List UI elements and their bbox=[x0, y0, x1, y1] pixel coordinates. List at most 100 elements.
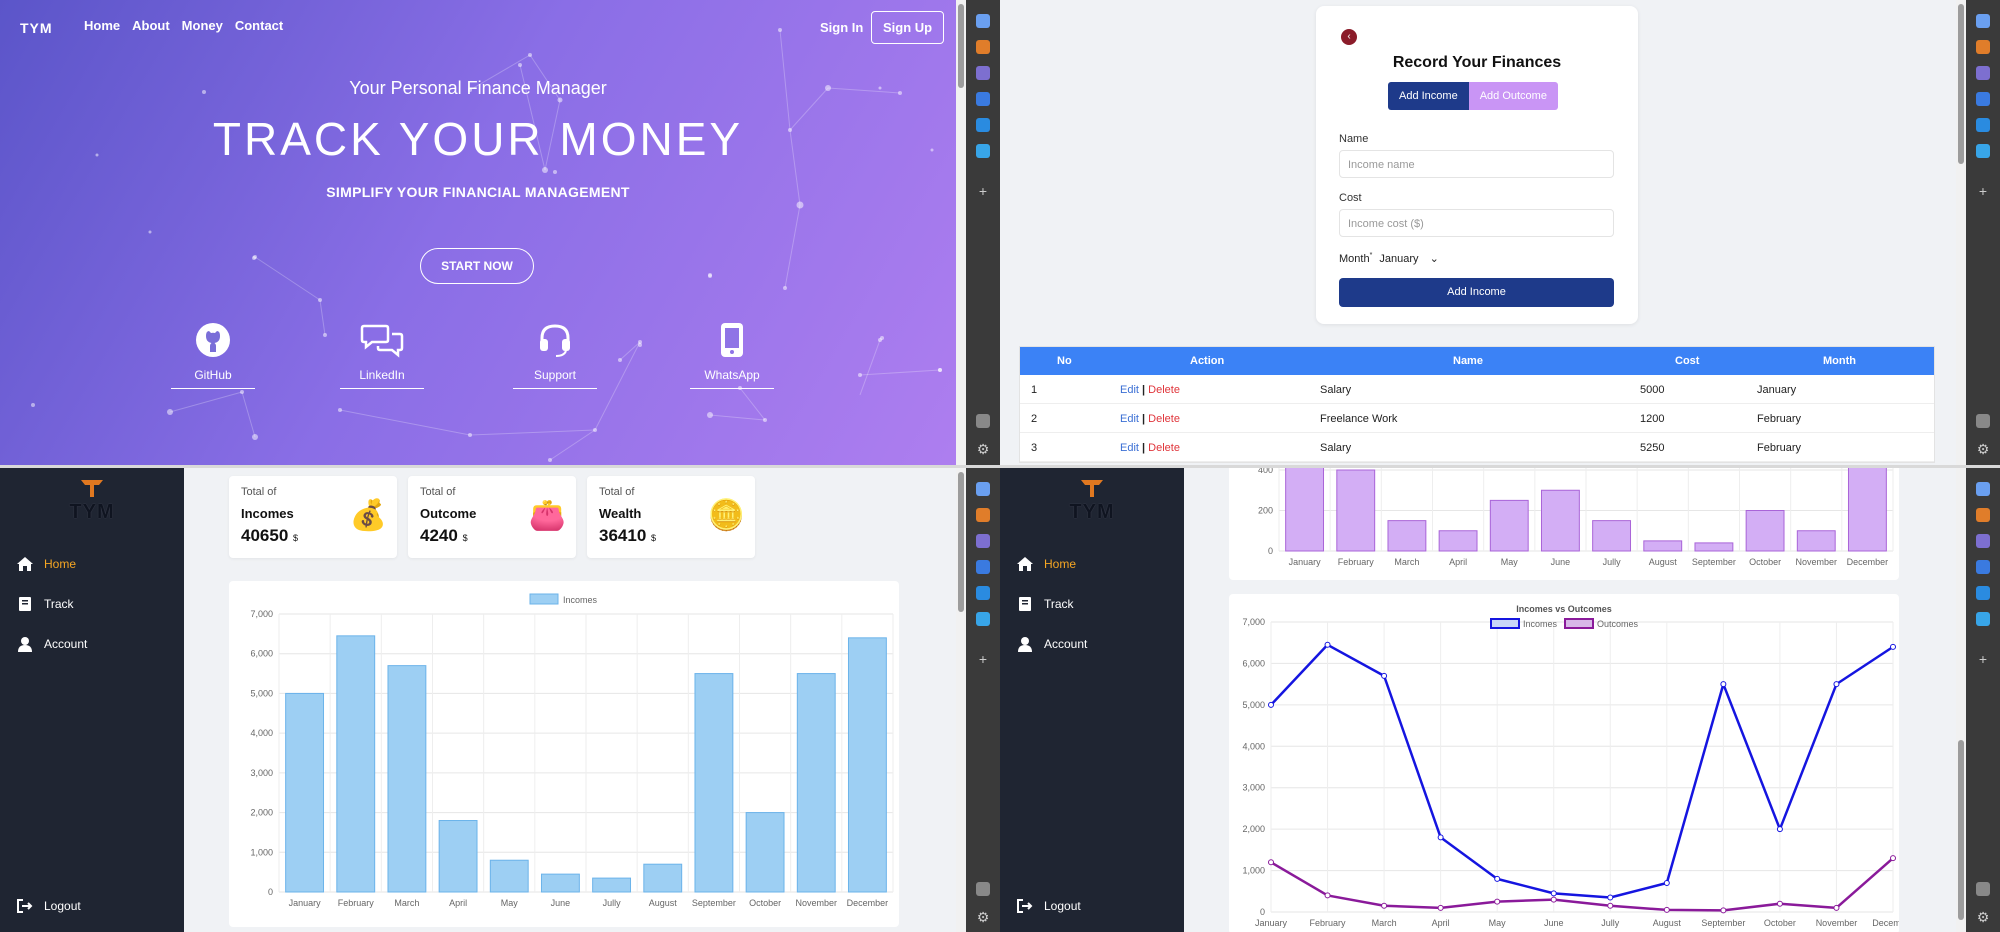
gear-icon[interactable]: ⚙ bbox=[1976, 441, 1990, 457]
sidebar-item-track[interactable]: Track bbox=[1016, 596, 1074, 612]
social-whatsapp[interactable]: WhatsApp bbox=[690, 320, 774, 389]
gear-icon[interactable]: ⚙ bbox=[976, 441, 990, 457]
outcome-bar bbox=[1643, 540, 1683, 552]
tab-add-outcome[interactable]: Add Outcome bbox=[1468, 82, 1558, 110]
add-icon[interactable]: + bbox=[978, 183, 988, 199]
delete-link[interactable]: Delete bbox=[1148, 442, 1180, 454]
track-window: ‹ Record Your Finances Add Income Add Ou… bbox=[1000, 0, 2000, 465]
extension-icon[interactable] bbox=[1976, 40, 1990, 54]
outcomes-point bbox=[1607, 902, 1614, 909]
social-github[interactable]: GitHub bbox=[171, 320, 255, 389]
extension-icon[interactable] bbox=[976, 482, 990, 496]
brand-logo[interactable]: TYM bbox=[20, 20, 53, 36]
separator: | bbox=[1142, 384, 1146, 396]
extension-icon[interactable] bbox=[1976, 482, 1990, 496]
x-tick-label: October bbox=[749, 898, 781, 908]
outcomes-point bbox=[1381, 902, 1388, 909]
add-income-button[interactable]: Add Income bbox=[1339, 278, 1614, 307]
extension-icon[interactable] bbox=[1976, 612, 1990, 626]
nav-about-link[interactable]: About bbox=[132, 18, 170, 33]
sidebar-item-home[interactable]: Home bbox=[16, 556, 76, 572]
extension-icon[interactable] bbox=[976, 66, 990, 80]
page-scrollbar[interactable] bbox=[1956, 468, 1966, 932]
brand-logo[interactable]: TYM bbox=[64, 478, 120, 524]
sign-in-link[interactable]: Sign In bbox=[820, 20, 864, 35]
stat-value: 4240 $ bbox=[420, 526, 468, 546]
tab-add-income[interactable]: Add Income bbox=[1388, 82, 1469, 110]
social-support[interactable]: Support bbox=[513, 320, 597, 389]
cell-no: 1 bbox=[1031, 384, 1038, 396]
tym-logo-icon bbox=[1081, 480, 1103, 497]
delete-link[interactable]: Delete bbox=[1148, 384, 1180, 396]
landing-window: TYM Home About Money Contact Sign In Sig… bbox=[0, 0, 1000, 465]
add-icon[interactable]: + bbox=[1978, 183, 1988, 199]
extension-icon[interactable] bbox=[976, 14, 990, 28]
logout-button[interactable]: Logout bbox=[16, 898, 81, 914]
extension-icon[interactable] bbox=[976, 92, 990, 106]
extension-icon[interactable] bbox=[1976, 144, 1990, 158]
back-icon[interactable]: ‹ bbox=[1341, 29, 1357, 45]
extension-icon[interactable] bbox=[1976, 560, 1990, 574]
stat-label: Outcome bbox=[420, 506, 477, 521]
extension-icon[interactable] bbox=[1976, 92, 1990, 106]
gear-icon[interactable]: ⚙ bbox=[1976, 909, 1990, 925]
sidebar-item-home[interactable]: Home bbox=[1016, 556, 1076, 572]
extension-icon[interactable] bbox=[1976, 66, 1990, 80]
sign-up-button[interactable]: Sign Up bbox=[871, 11, 945, 44]
extension-icon[interactable] bbox=[976, 508, 990, 522]
extension-icon[interactable] bbox=[976, 586, 990, 600]
edit-link[interactable]: Edit bbox=[1120, 442, 1139, 454]
screen-icon[interactable] bbox=[1976, 414, 1990, 428]
add-icon[interactable]: + bbox=[978, 651, 988, 667]
stat-card-wealth: Total of Wealth 36410 $ 🪙 bbox=[587, 476, 755, 558]
nav-home-link[interactable]: Home bbox=[84, 18, 121, 33]
logout-button[interactable]: Logout bbox=[1016, 898, 1081, 914]
social-label: Support bbox=[513, 368, 597, 389]
sidebar-item-account[interactable]: Account bbox=[1016, 636, 1087, 652]
nav-contact-link[interactable]: Contact bbox=[234, 18, 284, 33]
incomes-point bbox=[1550, 890, 1557, 897]
extensions-bar: + ⚙ bbox=[1966, 468, 2000, 932]
sidebar-item-account[interactable]: Account bbox=[16, 636, 87, 652]
extension-icon[interactable] bbox=[976, 612, 990, 626]
brand-logo[interactable]: TYM bbox=[1064, 478, 1120, 524]
stat-pre: Total of bbox=[599, 486, 635, 498]
x-tick-label: December bbox=[1872, 918, 1899, 928]
x-tick-label: November bbox=[795, 898, 837, 908]
edit-link[interactable]: Edit bbox=[1120, 413, 1139, 425]
income-cost-input[interactable]: Income cost ($) bbox=[1339, 209, 1614, 237]
page-scrollbar[interactable] bbox=[956, 0, 966, 465]
extension-icon[interactable] bbox=[976, 560, 990, 574]
gear-icon[interactable]: ⚙ bbox=[976, 909, 990, 925]
extension-icon[interactable] bbox=[976, 144, 990, 158]
delete-link[interactable]: Delete bbox=[1148, 413, 1180, 425]
sidebar-item-track[interactable]: Track bbox=[16, 596, 74, 612]
screen-icon[interactable] bbox=[976, 882, 990, 896]
extension-icon[interactable] bbox=[976, 534, 990, 548]
brand-text: TYM bbox=[1069, 501, 1115, 523]
income-name-input[interactable]: Income name bbox=[1339, 150, 1614, 178]
extension-icon[interactable] bbox=[976, 118, 990, 132]
nav-money-link[interactable]: Money bbox=[181, 18, 223, 33]
extension-icon[interactable] bbox=[1976, 508, 1990, 522]
income-bar bbox=[847, 637, 887, 893]
extension-icon[interactable] bbox=[1976, 586, 1990, 600]
page-scrollbar[interactable] bbox=[1956, 0, 1966, 465]
extension-icon[interactable] bbox=[1976, 14, 1990, 28]
screen-icon[interactable] bbox=[976, 414, 990, 428]
dashboard-window: TYM Home Track Account Logout Total of I… bbox=[0, 468, 1000, 932]
extension-icon[interactable] bbox=[1976, 118, 1990, 132]
month-select[interactable]: Month* January ⌄ bbox=[1339, 252, 1439, 265]
add-icon[interactable]: + bbox=[1978, 651, 1988, 667]
stat-value: 36410 $ bbox=[599, 526, 656, 546]
chat-icon bbox=[340, 320, 424, 360]
screen-icon[interactable] bbox=[1976, 882, 1990, 896]
extension-icon[interactable] bbox=[976, 40, 990, 54]
edit-link[interactable]: Edit bbox=[1120, 384, 1139, 396]
social-linkedin[interactable]: LinkedIn bbox=[340, 320, 424, 389]
start-now-button[interactable]: START NOW bbox=[420, 248, 534, 284]
income-chart-card: 0 1,000 2,000 3,000 4,000 5,000 6,000 7,000 Janu… bbox=[229, 581, 899, 927]
legend-label-outcomes: Outcomes bbox=[1597, 619, 1639, 629]
extension-icon[interactable] bbox=[1976, 534, 1990, 548]
page-scrollbar[interactable] bbox=[956, 468, 966, 932]
